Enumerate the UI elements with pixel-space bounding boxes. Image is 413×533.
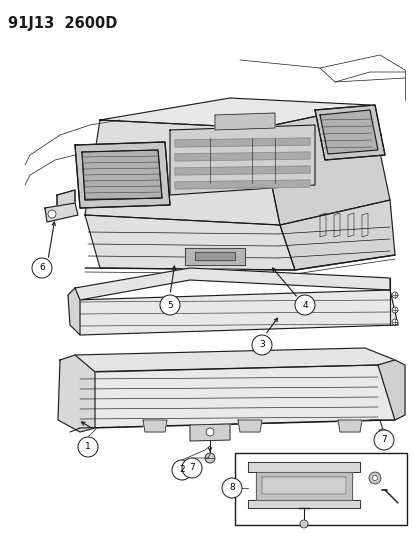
Polygon shape: [75, 290, 397, 335]
Polygon shape: [247, 462, 359, 508]
Polygon shape: [337, 420, 361, 432]
Text: 8: 8: [228, 483, 234, 492]
Text: 1: 1: [85, 442, 91, 451]
Circle shape: [32, 258, 52, 278]
Text: 91J13  2600D: 91J13 2600D: [8, 16, 117, 31]
Polygon shape: [314, 105, 384, 160]
Text: 4: 4: [301, 301, 307, 310]
Polygon shape: [195, 252, 235, 260]
Polygon shape: [170, 125, 314, 195]
Polygon shape: [57, 190, 75, 215]
Polygon shape: [190, 424, 230, 441]
Polygon shape: [175, 180, 309, 189]
Polygon shape: [175, 152, 309, 161]
Polygon shape: [175, 166, 309, 175]
Polygon shape: [75, 142, 170, 208]
Polygon shape: [75, 348, 394, 372]
Circle shape: [373, 430, 393, 450]
Polygon shape: [319, 110, 377, 154]
Text: 3: 3: [259, 341, 264, 350]
Circle shape: [206, 428, 214, 436]
Text: 5: 5: [167, 301, 173, 310]
Circle shape: [78, 437, 98, 457]
Circle shape: [368, 472, 380, 484]
Text: 7: 7: [189, 464, 195, 472]
Circle shape: [294, 295, 314, 315]
Polygon shape: [214, 113, 274, 130]
Polygon shape: [68, 288, 80, 335]
Circle shape: [391, 319, 397, 325]
Polygon shape: [237, 420, 261, 432]
Polygon shape: [82, 150, 161, 200]
Polygon shape: [142, 420, 166, 432]
Polygon shape: [85, 215, 294, 270]
Circle shape: [252, 335, 271, 355]
Circle shape: [48, 210, 56, 218]
Circle shape: [204, 453, 214, 463]
Circle shape: [391, 307, 397, 313]
Polygon shape: [261, 477, 345, 494]
Text: 2: 2: [179, 465, 184, 474]
Text: 7: 7: [380, 435, 386, 445]
Circle shape: [221, 478, 242, 498]
Polygon shape: [377, 360, 404, 420]
Circle shape: [378, 429, 386, 437]
Polygon shape: [175, 138, 309, 147]
Polygon shape: [185, 248, 244, 265]
Polygon shape: [45, 203, 78, 222]
Text: 6: 6: [39, 263, 45, 272]
Bar: [235, 453, 406, 525]
Polygon shape: [75, 268, 389, 300]
Polygon shape: [255, 472, 351, 500]
Polygon shape: [58, 355, 95, 432]
Circle shape: [391, 292, 397, 298]
Circle shape: [159, 295, 180, 315]
Polygon shape: [279, 200, 394, 270]
Circle shape: [182, 458, 202, 478]
Polygon shape: [85, 120, 279, 225]
Polygon shape: [259, 105, 389, 225]
Circle shape: [299, 520, 307, 528]
Polygon shape: [100, 98, 369, 128]
Circle shape: [171, 460, 192, 480]
Polygon shape: [75, 365, 394, 428]
Circle shape: [372, 475, 377, 481]
